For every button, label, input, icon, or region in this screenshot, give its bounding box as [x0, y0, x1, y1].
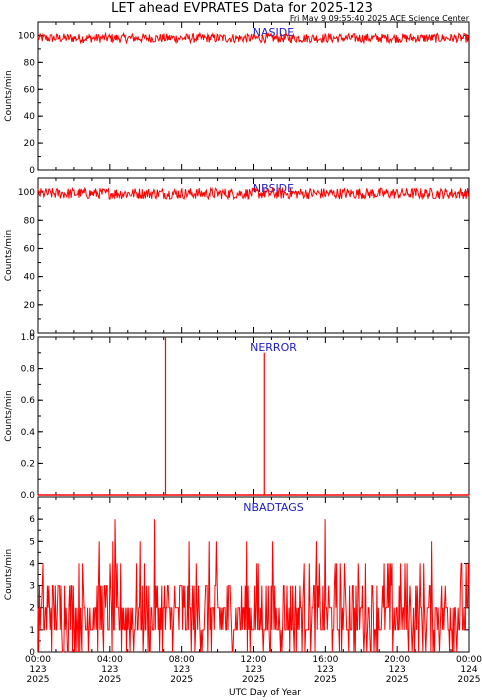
x-tick-label-time: 04:00 [97, 655, 123, 665]
y-tick-label: 0.2 [21, 459, 35, 469]
panel-nbadtags: 0 1 2 3 4 5 6 Counts/min NBADTAGS [4, 496, 470, 658]
x-tick-label-time: 00:00 [456, 655, 482, 665]
y-axis-label: Counts/min [4, 549, 14, 600]
x-tick-label-time: 00:00 [25, 655, 51, 665]
y-tick-label: 100 [18, 188, 35, 198]
y-tick-label: 5 [29, 537, 35, 547]
y-tick-label: 6 [29, 515, 35, 525]
y-tick-label: 2 [29, 604, 35, 614]
y-axis-label: Counts/min [4, 70, 14, 121]
series-line [37, 31, 470, 45]
chart-subtitle: Fri May 9 09:55:40 2025 ACE Science Cent… [290, 14, 470, 23]
y-tick-label: 80 [24, 216, 36, 226]
x-axis-label: UTC Day of Year [229, 688, 301, 698]
y-axis-label: Counts/min [4, 230, 14, 281]
x-axis: 00:00123202504:00123202508:00123202512:0… [25, 655, 482, 685]
x-tick-label-year: 2025 [458, 675, 481, 685]
x-tick-label-year: 2025 [386, 675, 409, 685]
panel-frame [37, 21, 470, 171]
panel-frame [37, 177, 470, 334]
x-tick-label-year: 2025 [314, 675, 337, 685]
y-tick-label: 0 [29, 329, 35, 339]
y-axis-label: Counts/min [4, 390, 14, 441]
y-tick-label: 0.4 [21, 428, 36, 438]
y-tick-label: 1.0 [21, 333, 36, 343]
x-tick-label-doy: 123 [317, 665, 334, 675]
x-tick-label-time: 20:00 [384, 655, 410, 665]
x-tick-label-doy: 123 [101, 665, 118, 675]
y-tick-label: 0 [29, 166, 35, 176]
panels: 020406080100Counts/minNASIDE020406080100… [4, 21, 470, 658]
x-tick-label-doy: 124 [460, 665, 477, 675]
panel-title: NERROR [250, 341, 297, 354]
y-tick-label: 60 [24, 244, 36, 254]
x-tick-label-time: 08:00 [169, 655, 195, 665]
series-line [37, 186, 470, 201]
panel-title: NBADTAGS [243, 501, 303, 514]
y-tick-label: 4 [29, 559, 35, 569]
x-tick-label-time: 16:00 [312, 655, 338, 665]
x-tick-label-doy: 123 [173, 665, 190, 675]
x-tick-label-year: 2025 [27, 675, 50, 685]
series-line [37, 519, 470, 653]
x-tick-label-year: 2025 [170, 675, 193, 685]
chart-title: LET ahead EVPRATES Data for 2025-123 [111, 1, 373, 16]
panel-nerror: 0.0 0.2 0.4 0.6 0.8 1.0 Counts/min NERROR [4, 333, 470, 501]
y-tick-label: 0.6 [21, 396, 36, 406]
x-tick-label-doy: 123 [29, 665, 46, 675]
y-tick-label: 40 [24, 112, 36, 122]
y-tick-label: 1 [29, 626, 35, 636]
y-tick-label: 60 [24, 85, 36, 95]
y-tick-label: 20 [24, 139, 36, 149]
x-tick-label-year: 2025 [242, 675, 265, 685]
panel-frame [37, 336, 470, 496]
y-tick-label: 20 [24, 301, 36, 311]
y-tick-label: 80 [24, 58, 36, 68]
y-tick-label: 0.0 [21, 491, 36, 501]
x-tick-label-time: 12:00 [241, 655, 267, 665]
y-tick-label: 40 [24, 273, 36, 283]
y-tick-label: 100 [18, 31, 35, 41]
y-tick-label: 0 [29, 648, 35, 658]
y-tick-label: 0.8 [21, 365, 36, 375]
y-tick-label: 3 [29, 582, 35, 592]
x-tick-label-doy: 123 [389, 665, 406, 675]
x-tick-label-doy: 123 [245, 665, 262, 675]
x-tick-label-year: 2025 [98, 675, 121, 685]
